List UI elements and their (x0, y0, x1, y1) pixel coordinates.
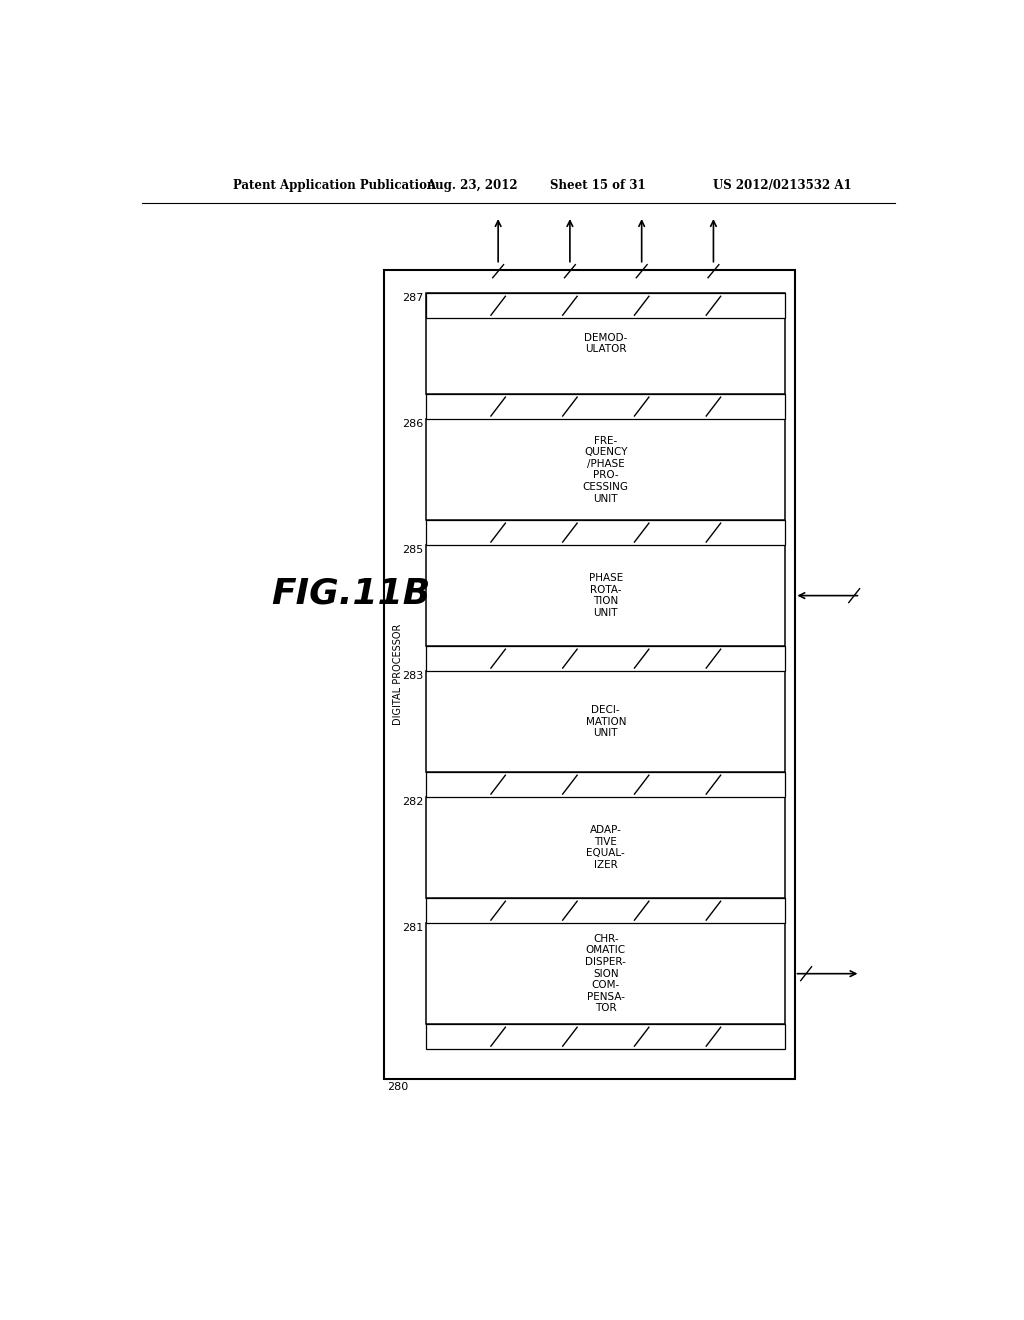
Text: 287: 287 (401, 293, 423, 304)
Bar (426, 293, 785, 318)
Bar (384, 271, 795, 1078)
Bar (426, 1024, 785, 1049)
Bar (426, 898, 785, 923)
Text: DEMOD-
ULATOR: DEMOD- ULATOR (584, 333, 628, 354)
Bar (426, 797, 785, 898)
Text: CHR-
OMATIC
DISPER-
SION
COM-
PENSA-
TOR: CHR- OMATIC DISPER- SION COM- PENSA- TOR (586, 933, 627, 1014)
Text: 285: 285 (402, 545, 423, 556)
Text: 280: 280 (388, 1082, 409, 1093)
Text: PHASE
ROTA-
TION
UNIT: PHASE ROTA- TION UNIT (589, 573, 623, 618)
Text: US 2012/0213532 A1: US 2012/0213532 A1 (713, 178, 852, 191)
Text: 281: 281 (402, 923, 423, 933)
Bar (426, 923, 785, 1024)
Text: FRE-
QUENCY
/PHASE
PRO-
CESSING
UNIT: FRE- QUENCY /PHASE PRO- CESSING UNIT (583, 436, 629, 504)
Bar (426, 672, 785, 772)
Text: 282: 282 (401, 797, 423, 808)
Text: Aug. 23, 2012: Aug. 23, 2012 (426, 178, 518, 191)
Bar (426, 293, 785, 393)
Bar (426, 545, 785, 645)
Bar (426, 772, 785, 797)
Text: FIG.11B: FIG.11B (271, 577, 431, 610)
Text: Patent Application Publication: Patent Application Publication (232, 178, 435, 191)
Text: DECI-
MATION
UNIT: DECI- MATION UNIT (586, 705, 626, 738)
Bar (426, 393, 785, 420)
Text: 283: 283 (402, 672, 423, 681)
Bar (426, 645, 785, 672)
Bar (426, 520, 785, 545)
Bar (426, 420, 785, 520)
Text: ADAP-
TIVE
EQUAL-
IZER: ADAP- TIVE EQUAL- IZER (587, 825, 626, 870)
Text: 286: 286 (402, 420, 423, 429)
Text: DIGITAL PROCESSOR: DIGITAL PROCESSOR (392, 623, 402, 725)
Text: Sheet 15 of 31: Sheet 15 of 31 (550, 178, 646, 191)
